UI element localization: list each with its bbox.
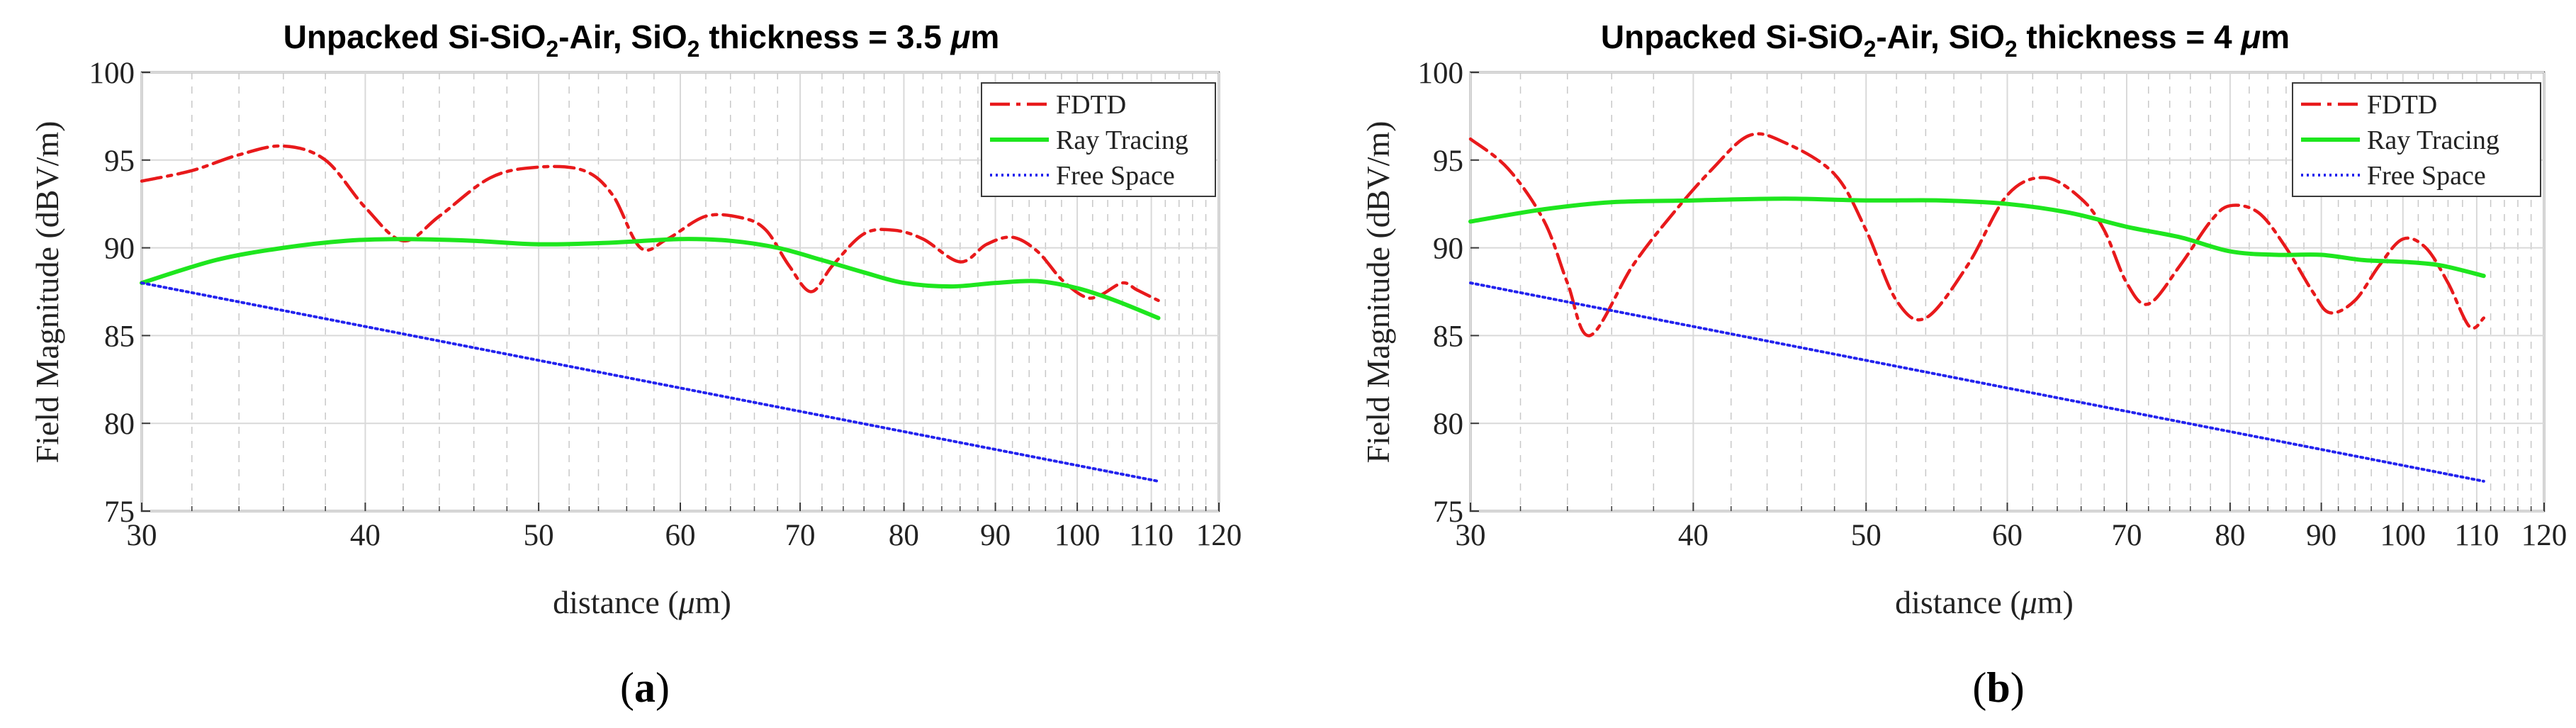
legend-label-fdtd: FDTD bbox=[1056, 90, 1126, 120]
series-line-free-space bbox=[1469, 281, 2485, 483]
x-tick-label: 100 bbox=[1054, 519, 1101, 552]
y-tick-label: 80 bbox=[104, 408, 135, 441]
x-tick-label: 70 bbox=[2111, 519, 2142, 552]
x-tick-label: 80 bbox=[2215, 519, 2245, 552]
x-tick-label: 60 bbox=[1992, 519, 2023, 552]
y-tick-label: 95 bbox=[104, 145, 135, 178]
x-tick-label: 120 bbox=[2521, 519, 2567, 552]
panel-a-chart: Unpacked Si-SiO2-Air, SiO2 thickness = 3… bbox=[29, 18, 1242, 711]
x-tick-label: 30 bbox=[1456, 519, 1486, 552]
x-tick-label: 80 bbox=[889, 519, 919, 552]
x-tick-label: 90 bbox=[980, 519, 1011, 552]
legend-label-ray-tracing: Ray Tracing bbox=[1056, 125, 1188, 155]
y-tick-label: 90 bbox=[1433, 233, 1463, 266]
series-line-free-space bbox=[140, 281, 1160, 483]
series-line-fdtd bbox=[1468, 132, 2486, 337]
panel-a-title: Unpacked Si-SiO2-Air, SiO2 thickness = 3… bbox=[283, 18, 1000, 62]
legend-label-free-space: Free Space bbox=[1056, 161, 1175, 191]
y-tick-label: 85 bbox=[1433, 320, 1463, 353]
panel-b-chart: Unpacked Si-SiO2-Air, SiO2 thickness = 4… bbox=[1360, 18, 2567, 711]
series-line-fdtd bbox=[140, 144, 1160, 303]
legend-label-free-space: Free Space bbox=[2367, 161, 2486, 191]
y-tick-label: 100 bbox=[89, 57, 135, 90]
panel-b-xlabel: distance (μm) bbox=[1895, 584, 2074, 620]
panel-b-title: Unpacked Si-SiO2-Air, SiO2 thickness = 4… bbox=[1601, 18, 2290, 62]
x-tick-label: 30 bbox=[127, 519, 157, 552]
panel-b-ticks: 30 40 50 60 70 80 90 100 110 120 75 80 85 90 95 100 bbox=[1418, 57, 2567, 552]
panel-a-series bbox=[140, 144, 1161, 483]
x-tick-label: 40 bbox=[1678, 519, 1709, 552]
x-tick-label: 70 bbox=[785, 519, 816, 552]
y-tick-label: 80 bbox=[1433, 408, 1463, 441]
y-tick-label: 100 bbox=[1418, 57, 1464, 90]
panel-b-ylabel: Field Magnitude (dBV/m) bbox=[1360, 121, 1396, 464]
legend-label-ray-tracing: Ray Tracing bbox=[2367, 125, 2499, 155]
y-tick-label: 95 bbox=[1433, 145, 1463, 178]
y-tick-label: 75 bbox=[1433, 495, 1463, 529]
y-tick-label: 75 bbox=[104, 495, 135, 529]
x-tick-label: 120 bbox=[1196, 519, 1242, 552]
x-tick-label: 50 bbox=[524, 519, 554, 552]
x-tick-label: 110 bbox=[2454, 519, 2499, 552]
x-tick-label: 90 bbox=[2306, 519, 2336, 552]
series-line-ray-tracing bbox=[140, 237, 1161, 320]
panel-a-ticks: 30 40 50 60 70 80 90 100 110 120 75 80 85 90 95 100 bbox=[89, 57, 1242, 552]
panel-a-sublabel: (a) bbox=[620, 664, 670, 711]
panel-a-ylabel: Field Magnitude (dBV/m) bbox=[29, 121, 65, 464]
panel-a-xlabel: distance (μm) bbox=[553, 584, 731, 620]
x-tick-label: 40 bbox=[350, 519, 381, 552]
series-line-ray-tracing bbox=[1468, 196, 2486, 279]
panel-b-sublabel: (b) bbox=[1972, 664, 2024, 711]
y-tick-label: 85 bbox=[104, 320, 135, 353]
legend-label-fdtd: FDTD bbox=[2367, 90, 2437, 120]
panel-b-legend: FDTD Ray Tracing Free Space bbox=[2292, 82, 2541, 197]
y-tick-label: 90 bbox=[104, 233, 135, 266]
x-tick-label: 100 bbox=[2380, 519, 2426, 552]
x-tick-label: 110 bbox=[1129, 519, 1174, 552]
x-tick-label: 60 bbox=[665, 519, 696, 552]
x-tick-label: 50 bbox=[1851, 519, 1882, 552]
panel-b-series bbox=[1468, 132, 2486, 483]
panel-a-legend: FDTD Ray Tracing Free Space bbox=[981, 82, 1216, 197]
